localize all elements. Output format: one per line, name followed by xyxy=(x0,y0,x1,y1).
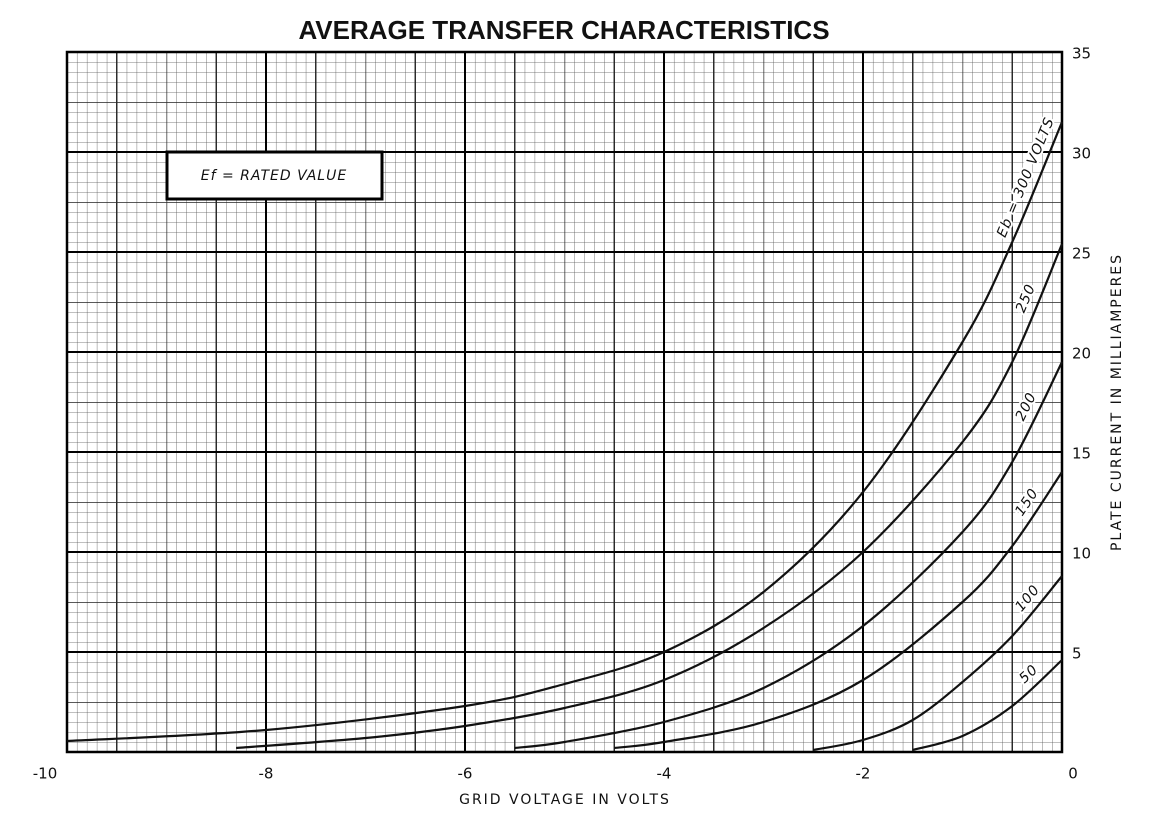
y-tick-label: 5 xyxy=(1072,645,1082,663)
curve xyxy=(514,361,1063,750)
x-tick-label: 0 xyxy=(1068,765,1078,783)
y-axis-label: PLATE CURRENT IN MILLIAMPERES xyxy=(1109,253,1125,551)
y-tick-label: 30 xyxy=(1072,145,1091,163)
x-axis-label: GRID VOLTAGE IN VOLTS xyxy=(459,792,671,808)
y-tick-label: 20 xyxy=(1072,345,1091,363)
x-tick-label: -4 xyxy=(657,765,672,783)
plot-frame xyxy=(65,50,1064,754)
x-tick-label: -2 xyxy=(856,765,871,783)
x-tick-label: -8 xyxy=(259,765,274,783)
annotation: Ef = RATED VALUE xyxy=(201,168,347,184)
annotation-box xyxy=(165,150,384,201)
chart-title: AVERAGE TRANSFER CHARACTERISTICS xyxy=(298,15,829,45)
y-tick-label: 25 xyxy=(1072,245,1091,263)
curve xyxy=(66,121,1064,743)
curve xyxy=(236,243,1064,750)
x-tick-label: -6 xyxy=(458,765,473,783)
curve xyxy=(912,659,1063,752)
y-tick-label: 35 xyxy=(1072,45,1091,63)
curve xyxy=(614,471,1063,750)
x-tick-label: -10 xyxy=(33,765,58,783)
y-tick-label: 15 xyxy=(1072,445,1091,463)
curve xyxy=(813,575,1063,752)
y-tick-label: 10 xyxy=(1072,545,1091,563)
